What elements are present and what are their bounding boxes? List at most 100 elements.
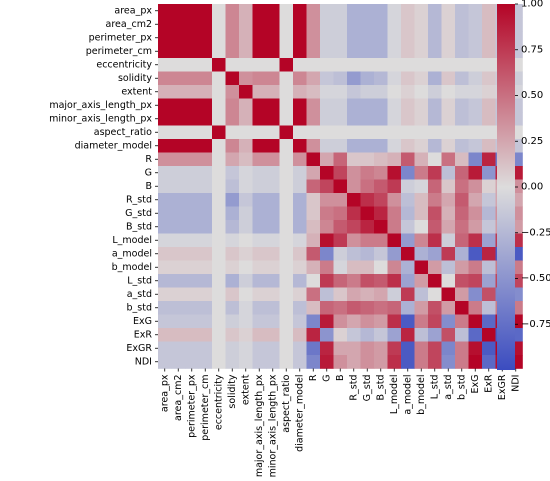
heatmap-cell bbox=[414, 98, 429, 113]
x-tick-label: a_model bbox=[402, 375, 413, 415]
x-tick-label: eccentricity bbox=[213, 374, 224, 430]
heatmap-cell bbox=[360, 139, 375, 153]
heatmap-cell bbox=[333, 17, 348, 32]
heatmap-cell bbox=[266, 58, 280, 72]
heatmap-cell bbox=[239, 355, 253, 369]
heatmap-cell bbox=[293, 193, 307, 207]
heatmap-cell bbox=[279, 220, 294, 234]
heatmap-cell bbox=[468, 98, 483, 113]
x-tick-label: ExGR bbox=[497, 374, 508, 400]
heatmap-cell bbox=[441, 58, 456, 72]
heatmap-cell bbox=[306, 71, 321, 86]
x-tick-labels: area_px area_cm2 perimeter_px perimeter_cm e… bbox=[159, 368, 521, 477]
x-tick-label: aspect_ratio bbox=[281, 374, 292, 432]
heatmap-cell bbox=[293, 233, 307, 248]
heatmap-cell bbox=[320, 139, 334, 153]
heatmap-cell bbox=[158, 206, 172, 221]
heatmap-cell bbox=[360, 328, 375, 342]
heatmap-cell bbox=[401, 31, 415, 45]
heatmap-cell bbox=[198, 314, 213, 329]
heatmap-cell bbox=[266, 44, 280, 59]
heatmap-cell bbox=[428, 314, 442, 329]
heatmap-cell bbox=[185, 179, 199, 194]
heatmap-cell bbox=[401, 166, 415, 180]
heatmap-cell bbox=[414, 301, 429, 315]
y-tick-label: B_std bbox=[126, 221, 152, 232]
heatmap-cell bbox=[306, 314, 321, 329]
heatmap-cell bbox=[360, 71, 375, 86]
heatmap-cell bbox=[293, 31, 307, 45]
heatmap-cell bbox=[347, 98, 361, 113]
y-tick-label: area_px bbox=[114, 5, 152, 16]
x-tick-label: a_std bbox=[443, 375, 454, 400]
heatmap-cell bbox=[279, 287, 294, 302]
heatmap-cell bbox=[225, 247, 240, 261]
heatmap-cell bbox=[293, 71, 307, 86]
heatmap-cell bbox=[401, 98, 415, 113]
heatmap-cell bbox=[401, 287, 415, 302]
heatmap-cell bbox=[198, 328, 213, 342]
heatmap-cell bbox=[347, 274, 361, 288]
y-tick-label: L_std bbox=[127, 275, 152, 286]
heatmap-cell bbox=[455, 233, 469, 248]
heatmap-cell bbox=[482, 58, 496, 72]
heatmap-cell bbox=[266, 287, 280, 302]
heatmap-cell bbox=[252, 179, 267, 194]
heatmap-cell bbox=[225, 85, 240, 99]
heatmap-cell bbox=[468, 17, 483, 32]
heatmap-cell bbox=[414, 247, 429, 261]
heatmap-cell bbox=[306, 274, 321, 288]
x-tick-label: L_model bbox=[389, 375, 400, 415]
heatmap-cell bbox=[333, 260, 348, 275]
heatmap-cell bbox=[347, 166, 361, 180]
heatmap-cell bbox=[306, 112, 321, 126]
heatmap-cell bbox=[482, 44, 496, 59]
heatmap-cell bbox=[468, 85, 483, 99]
heatmap-cell bbox=[266, 139, 280, 153]
y-tick-label: R bbox=[145, 154, 152, 165]
heatmap-cell bbox=[158, 193, 172, 207]
heatmap-cell bbox=[441, 166, 456, 180]
heatmap-cell bbox=[455, 44, 469, 59]
heatmap-cell bbox=[455, 17, 469, 32]
heatmap-cell bbox=[171, 233, 186, 248]
heatmap-cell bbox=[441, 206, 456, 221]
heatmap-cell bbox=[293, 341, 307, 356]
heatmap-cell bbox=[333, 31, 348, 45]
heatmap-cell bbox=[225, 58, 240, 72]
heatmap-cell bbox=[387, 125, 402, 140]
heatmap-cell bbox=[185, 85, 199, 99]
y-tick-label: perimeter_px bbox=[89, 32, 153, 43]
heatmap-cell bbox=[320, 260, 334, 275]
heatmap-cell bbox=[360, 85, 375, 99]
heatmap-cell bbox=[455, 328, 469, 342]
heatmap-cell bbox=[306, 44, 321, 59]
heatmap-cell bbox=[333, 274, 348, 288]
heatmap-cell bbox=[441, 341, 456, 356]
heatmap-cell bbox=[279, 247, 294, 261]
heatmap-cell bbox=[293, 112, 307, 126]
heatmap-cell bbox=[171, 152, 186, 167]
y-tick-label: extent bbox=[121, 86, 152, 97]
heatmap-cell bbox=[239, 58, 253, 72]
heatmap-cell bbox=[252, 287, 267, 302]
heatmap-cell bbox=[441, 274, 456, 288]
heatmap-cell bbox=[306, 220, 321, 234]
heatmap-cell bbox=[158, 355, 172, 369]
heatmap-cell bbox=[441, 314, 456, 329]
heatmap-cell bbox=[401, 355, 415, 369]
heatmap-cell bbox=[306, 152, 321, 167]
heatmap-cell bbox=[455, 274, 469, 288]
x-tick-label: L_std bbox=[429, 375, 440, 400]
heatmap-cell bbox=[239, 125, 253, 140]
heatmap-cell bbox=[239, 314, 253, 329]
heatmap-cell bbox=[360, 314, 375, 329]
heatmap-cell bbox=[171, 139, 186, 153]
heatmap-cell bbox=[252, 112, 267, 126]
heatmap-cell bbox=[171, 274, 186, 288]
heatmap-cell bbox=[279, 44, 294, 59]
heatmap-cell bbox=[455, 71, 469, 86]
heatmap-cell bbox=[171, 71, 186, 86]
heatmap-cell bbox=[198, 193, 213, 207]
heatmap-cell bbox=[428, 166, 442, 180]
